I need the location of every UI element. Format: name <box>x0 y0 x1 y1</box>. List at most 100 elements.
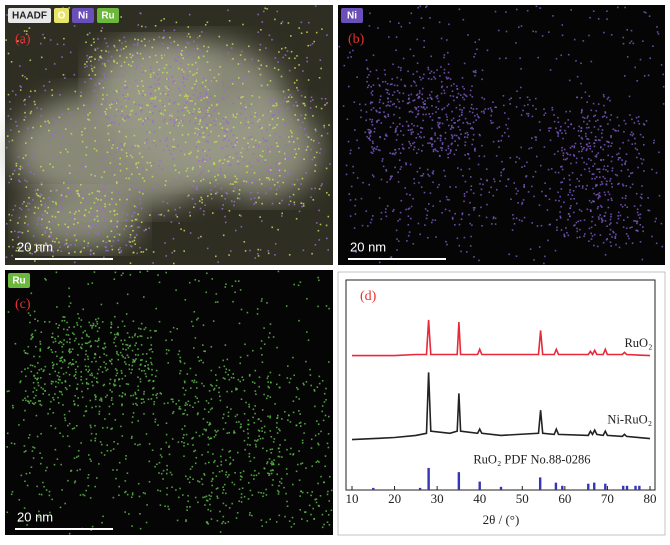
image-dot <box>458 244 461 247</box>
image-dot <box>281 20 284 23</box>
image-dot <box>493 180 496 183</box>
image-dot <box>290 526 293 528</box>
image-dot <box>353 101 356 103</box>
image-dot <box>558 200 560 202</box>
image-dot <box>258 126 261 128</box>
image-dot <box>267 252 270 255</box>
image-dot <box>134 391 136 394</box>
image-dot <box>27 223 29 226</box>
image-dot <box>201 31 203 33</box>
image-dot <box>89 424 92 427</box>
image-dot <box>185 78 188 80</box>
image-dot <box>156 185 159 188</box>
image-dot <box>345 173 348 176</box>
image-dot <box>586 123 588 125</box>
image-dot <box>290 50 293 53</box>
image-dot <box>267 415 269 418</box>
image-dot <box>473 209 475 211</box>
reference-bar <box>478 481 481 490</box>
image-dot <box>432 181 434 184</box>
image-dot <box>420 17 423 19</box>
image-dot <box>162 478 164 480</box>
image-dot <box>421 150 423 152</box>
image-dot <box>87 58 90 60</box>
image-dot <box>191 465 194 468</box>
image-dot <box>276 383 278 386</box>
image-dot <box>65 333 68 336</box>
image-dot <box>224 522 227 524</box>
image-dot <box>140 344 143 346</box>
image-dot <box>187 95 189 97</box>
image-dot <box>554 171 557 174</box>
image-dot <box>297 463 299 466</box>
image-dot <box>593 233 596 236</box>
image-dot <box>395 36 398 38</box>
image-dot <box>208 134 210 137</box>
image-dot <box>121 404 123 407</box>
image-dot <box>253 115 256 118</box>
image-dot <box>261 155 263 158</box>
image-dot <box>638 123 641 125</box>
image-dot <box>50 245 52 247</box>
image-dot <box>163 214 166 217</box>
image-dot <box>622 185 625 187</box>
image-dot <box>41 457 43 459</box>
image-dot <box>48 321 51 323</box>
image-dot <box>294 57 296 60</box>
image-dot <box>377 149 380 151</box>
image-dot <box>208 424 210 426</box>
image-dot <box>36 188 39 191</box>
image-dot <box>152 393 154 396</box>
image-dot <box>85 381 88 384</box>
image-dot <box>254 112 257 114</box>
reference-bar <box>634 485 637 490</box>
image-dot <box>317 423 320 425</box>
image-dot <box>536 155 538 158</box>
image-dot <box>128 336 131 339</box>
image-dot <box>188 281 191 284</box>
image-dot <box>73 457 76 459</box>
image-dot <box>241 487 244 489</box>
image-dot <box>148 349 151 351</box>
image-dot <box>445 149 447 152</box>
element-tag-bg <box>8 8 51 23</box>
image-dot <box>271 38 273 41</box>
image-dot <box>66 435 69 437</box>
image-dot <box>570 162 572 165</box>
image-dot <box>499 180 501 182</box>
image-dot <box>225 473 227 476</box>
image-dot <box>238 280 240 282</box>
image-dot <box>631 226 633 228</box>
image-dot <box>299 495 301 497</box>
image-dot <box>279 444 281 446</box>
image-dot <box>618 211 620 214</box>
image-dot <box>263 467 266 469</box>
image-dot <box>370 86 372 88</box>
image-dot <box>48 346 50 348</box>
image-dot <box>232 113 235 116</box>
image-dot <box>225 131 228 133</box>
image-dot <box>281 212 283 215</box>
image-dot <box>458 104 461 106</box>
image-dot <box>14 342 17 345</box>
image-dot <box>74 251 76 253</box>
image-dot <box>144 44 146 47</box>
image-dot <box>284 169 286 172</box>
image-dot <box>438 21 441 24</box>
image-dot <box>124 98 126 101</box>
image-dot <box>261 430 263 432</box>
image-dot <box>112 496 115 499</box>
image-dot <box>263 139 265 142</box>
image-dot <box>12 404 14 407</box>
image-dot <box>307 44 309 47</box>
image-dot <box>434 219 437 221</box>
image-dot <box>113 121 116 124</box>
image-dot <box>278 484 280 487</box>
image-dot <box>163 36 166 38</box>
image-dot <box>205 140 208 142</box>
image-background <box>338 5 665 265</box>
image-dot <box>89 497 92 499</box>
image-dot <box>144 70 147 72</box>
image-dot <box>75 377 77 379</box>
image-dot <box>186 167 189 170</box>
